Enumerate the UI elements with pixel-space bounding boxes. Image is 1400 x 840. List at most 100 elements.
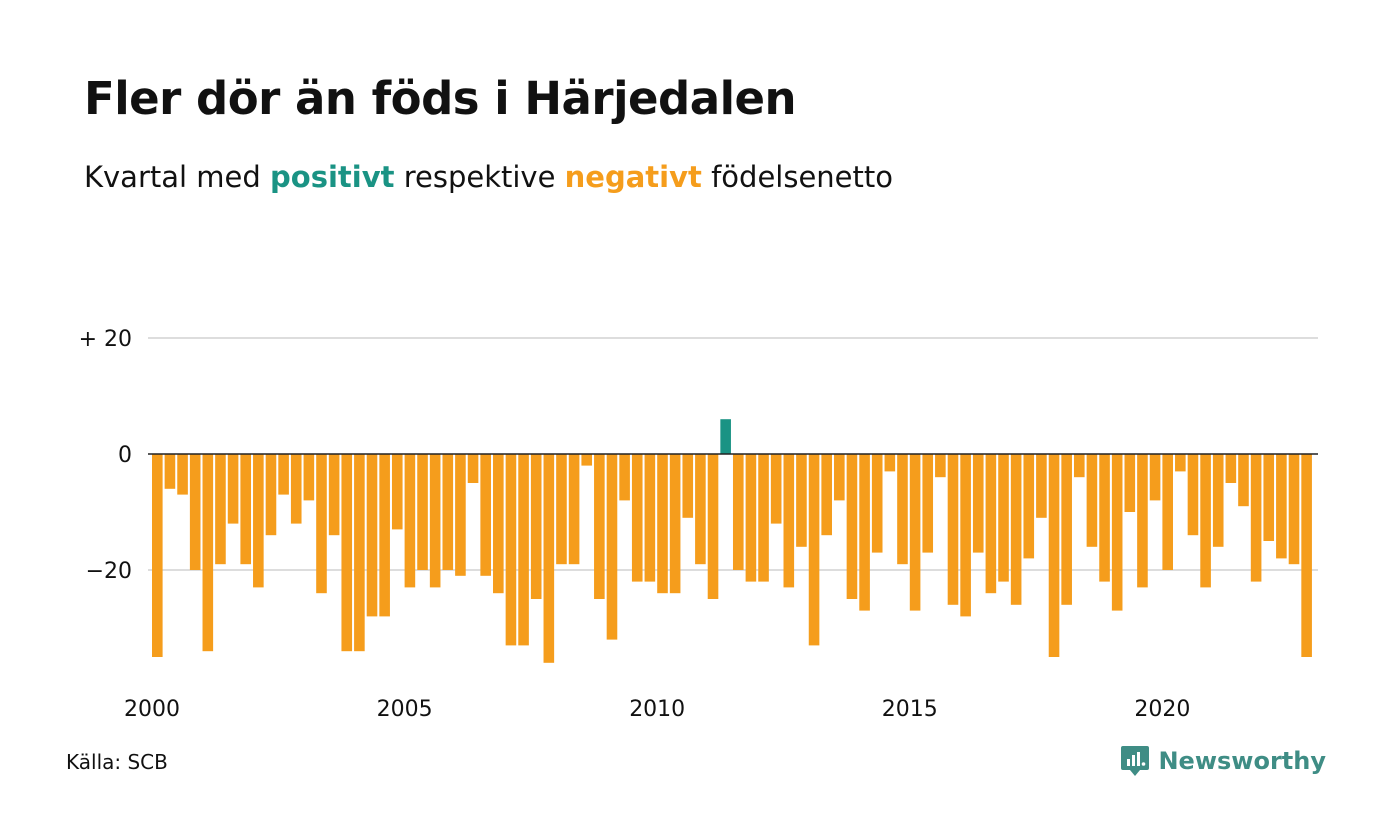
bar-negative [1250,454,1262,582]
bar-negative [568,454,580,565]
bar-negative [960,454,971,617]
bar-negative [834,454,845,501]
bar-negative [796,454,807,547]
bar-negative [404,454,416,588]
bar-negative [884,454,896,472]
bar-negative [758,454,769,582]
x-tick-label: 2015 [882,697,938,722]
bar-negative [1086,454,1098,547]
bar-negative [164,454,176,489]
bar-negative [429,454,441,588]
y-tick-label: 0 [118,443,132,468]
newsworthy-logo-text: Newsworthy [1158,747,1326,775]
bar-negative [1187,454,1199,536]
bar-negative [278,454,289,495]
bar-negative [253,454,264,588]
bar-negative [985,454,997,594]
bar-negative [695,454,706,565]
bar-negative [631,454,643,582]
bar-negative [669,454,681,594]
subtitle-suffix: födelsenetto [701,160,893,194]
chart-title: Fler dör än föds i Härjedalen [84,72,797,125]
bar-negative [644,454,656,582]
bar-negative [290,454,302,524]
bar-negative [745,454,757,582]
bar-negative [594,454,605,599]
bar-negative [1238,454,1249,507]
bar-negative [859,454,870,611]
bar-negative [1023,454,1035,559]
bar-negative [1061,454,1072,605]
bar-negative [1149,454,1161,501]
bar-negative [442,454,454,570]
bar-negative [215,454,226,565]
bar-negative [530,454,542,599]
bar-negative [1175,454,1186,472]
subtitle-negative-word: negativt [564,160,702,194]
bar-negative [1073,454,1085,478]
bar-negative [972,454,984,553]
subtitle-prefix: Kvartal med [84,160,271,194]
bar-negative [366,454,378,617]
bar-negative [922,454,934,553]
bar-negative [909,454,921,611]
bar-negative [1225,454,1237,483]
bar-negative [1137,454,1148,588]
bar-negative [1036,454,1047,518]
bar-negative [1124,454,1136,512]
bar-negative [556,454,567,565]
bar-negative [1162,454,1173,570]
bar-negative [391,454,403,530]
bar-negative [682,454,694,518]
bar-negative [265,454,277,536]
bar-negative [341,454,353,652]
bar-negative [770,454,782,524]
bar-negative [379,454,390,617]
bar-negative [455,454,466,576]
bar-negative [732,454,744,570]
bar-negative [935,454,946,478]
bar-negative [543,454,555,663]
bar-negative [1111,454,1123,611]
bar-negative [846,454,858,599]
bar-negative [417,454,428,570]
bar-negative [328,454,340,536]
bar-negative [821,454,832,536]
bar-negative [808,454,820,646]
bar-negative [1212,454,1224,547]
newsworthy-logo[interactable]: Newsworthy [1120,744,1326,778]
bar-negative [505,454,517,646]
bar-negative [467,454,479,483]
x-tick-label: 2005 [377,697,433,722]
bar-negative [947,454,959,605]
bar-negative [240,454,252,565]
bar-layer [152,419,1312,663]
bar-negative [871,454,883,553]
bar-negative [897,454,908,565]
bar-negative [316,454,327,594]
bar-negative [998,454,1009,582]
bar-negative [1301,454,1312,657]
bar-negative [177,454,188,495]
bar-negative [1048,454,1060,657]
bar-negative [1099,454,1110,582]
bar-negative [619,454,630,501]
x-tick-label: 2000 [124,697,180,722]
y-tick-label: + 20 [79,327,132,352]
bar-negative [303,454,315,501]
bar-negative [518,454,529,646]
bar-negative [227,454,239,524]
bar-negative [657,454,668,594]
bar-positive [720,419,731,454]
chart-subtitle: Kvartal med positivt respektive negativt… [84,160,893,194]
bar-negative [707,454,719,599]
bar-negative [354,454,365,652]
newsworthy-logo-icon [1121,746,1150,776]
bar-negative [1263,454,1275,541]
label-layer: + 20 0 −20 2000 2005 2010 2015 2020 [79,327,1191,722]
bar-negative [1276,454,1287,559]
y-tick-label: −20 [86,559,132,584]
bar-negative [189,454,201,570]
bar-negative [493,454,504,594]
